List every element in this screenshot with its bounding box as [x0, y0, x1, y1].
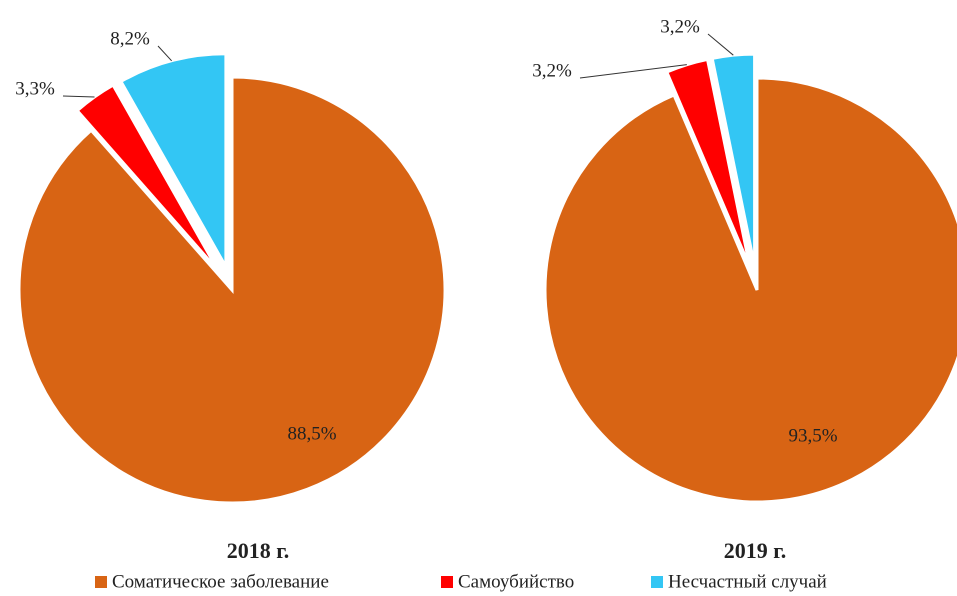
legend-swatch — [95, 576, 107, 588]
leader-line — [707, 33, 734, 56]
pie-slice — [118, 52, 228, 273]
data-label: 8,2% — [110, 28, 150, 49]
pie-slice — [17, 75, 447, 505]
legend-label: Соматическое заболевание — [112, 571, 329, 592]
legend-label: Несчастный случай — [668, 571, 827, 592]
chart-title: 2018 г. — [227, 538, 290, 563]
pie-slice — [543, 76, 957, 504]
data-label: 88,5% — [287, 423, 336, 444]
data-label: 3,2% — [660, 16, 700, 37]
leader-line — [157, 45, 172, 62]
data-label: 93,5% — [788, 425, 837, 446]
data-label: 3,3% — [15, 78, 55, 99]
leader-line — [579, 64, 687, 79]
legend-swatch — [651, 576, 663, 588]
data-label: 3,2% — [532, 60, 572, 81]
chart-title: 2019 г. — [724, 538, 787, 563]
legend-swatch — [441, 576, 453, 588]
legend-label: Самоубийство — [458, 571, 574, 592]
leader-line — [62, 95, 95, 98]
pie-slice — [710, 52, 757, 267]
pie-slice — [75, 83, 220, 272]
